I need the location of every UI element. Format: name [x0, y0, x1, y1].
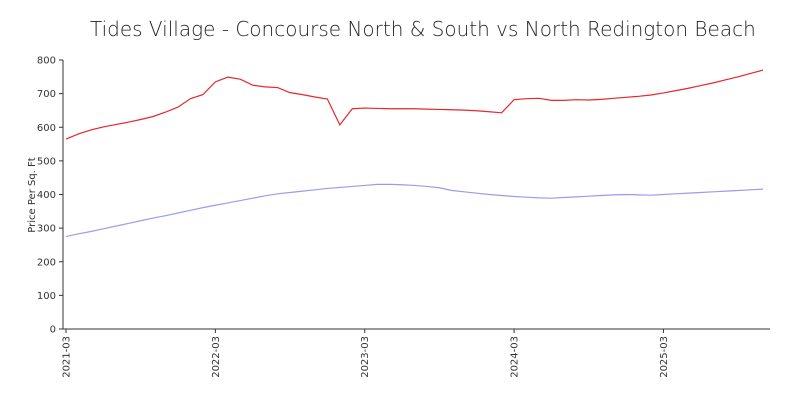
series-line — [65, 183, 764, 238]
y-tick-label: 500 — [37, 156, 56, 167]
y-tick-label: 300 — [37, 224, 56, 235]
y-tick-label: 800 — [37, 56, 56, 67]
y-axis-label: Price Per Sq. Ft — [27, 157, 38, 232]
y-tick-label: 600 — [37, 123, 56, 134]
y-tick-label: 700 — [37, 89, 56, 100]
y-tick-label: 200 — [37, 257, 56, 268]
x-tick-label: 2025-03 — [659, 336, 670, 378]
y-tick-label: 400 — [37, 190, 56, 201]
y-tick-label: 0 — [50, 325, 56, 336]
x-tick-label: 2022-03 — [211, 336, 222, 378]
x-tick-label: 2023-03 — [360, 336, 371, 378]
x-tick-label: 2024-03 — [510, 336, 521, 378]
series-line — [65, 69, 764, 140]
x-tick-label: 2021-03 — [62, 336, 73, 378]
y-tick-label: 100 — [37, 291, 56, 302]
chart-title: Tides Village - Concourse North & South … — [90, 17, 756, 41]
